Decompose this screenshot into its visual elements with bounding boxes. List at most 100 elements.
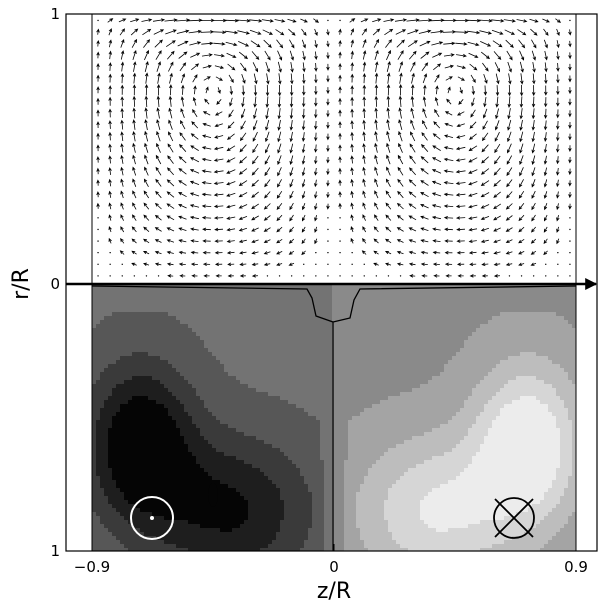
contour-cell xyxy=(208,348,213,353)
contour-cell xyxy=(540,300,545,305)
contour-cell xyxy=(100,352,105,357)
contour-cell xyxy=(184,284,189,289)
contour-cell xyxy=(332,376,337,381)
contour-cell xyxy=(348,364,353,369)
contour-cell xyxy=(532,288,537,293)
contour-cell xyxy=(276,292,281,297)
contour-cell xyxy=(476,352,481,357)
contour-cell xyxy=(540,336,545,341)
contour-cell xyxy=(352,356,357,361)
contour-cell xyxy=(500,384,505,389)
contour-cell xyxy=(540,380,545,385)
contour-cell xyxy=(404,308,409,313)
contour-cell xyxy=(348,348,353,353)
contour-cell xyxy=(144,364,149,369)
contour-cell xyxy=(276,384,281,389)
contour-cell xyxy=(472,300,477,305)
contour-cell xyxy=(548,356,553,361)
contour-cell xyxy=(548,372,553,377)
contour-cell xyxy=(204,320,209,325)
contour-cell xyxy=(152,368,157,373)
contour-cell xyxy=(180,376,185,381)
vector-arrow-141 xyxy=(350,237,354,244)
contour-cell xyxy=(132,332,137,337)
vector-arrow-625 xyxy=(398,95,403,108)
contour-cell xyxy=(540,296,545,301)
contour-cell xyxy=(572,392,576,397)
vector-arrow-916 xyxy=(529,18,539,23)
contour-cell xyxy=(512,388,517,393)
contour-cell xyxy=(376,372,381,377)
contour-cell xyxy=(548,380,553,385)
contour-cell xyxy=(224,360,229,365)
contour-cell xyxy=(96,360,101,365)
contour-cell xyxy=(344,416,349,421)
contour-cell xyxy=(372,412,377,417)
contour-cell xyxy=(176,300,181,305)
contour-cell xyxy=(456,408,461,413)
vector-arrow-538 xyxy=(314,120,318,130)
contour-cell xyxy=(300,392,305,397)
vector-dot-900 xyxy=(339,19,341,22)
contour-cell xyxy=(180,416,185,421)
vector-arrow-189 xyxy=(444,227,453,232)
contour-cell xyxy=(296,388,301,393)
contour-cell xyxy=(468,296,473,301)
contour-cell xyxy=(456,336,461,341)
contour-cell xyxy=(148,320,153,325)
vector-arrow-143 xyxy=(373,238,379,244)
contour-cell xyxy=(484,376,489,381)
contour-cell xyxy=(104,404,109,409)
contour-cell xyxy=(132,356,137,361)
vector-arrow-259 xyxy=(326,203,330,210)
contour-cell xyxy=(292,332,297,337)
vector-arrow-422 xyxy=(362,154,366,164)
contour-cell xyxy=(400,304,405,309)
vector-arrow-293 xyxy=(251,191,259,198)
contour-cell xyxy=(548,348,553,353)
contour-cell xyxy=(552,332,557,337)
contour-cell xyxy=(452,336,457,341)
contour-cell xyxy=(96,296,101,301)
contour-cell xyxy=(564,356,569,361)
contour-cell xyxy=(272,352,277,357)
contour-cell xyxy=(384,404,389,409)
contour-cell xyxy=(516,364,521,369)
contour-cell xyxy=(284,368,289,373)
contour-cell xyxy=(288,300,293,305)
contour-cell xyxy=(396,292,401,297)
contour-cell xyxy=(316,344,321,349)
contour-cell xyxy=(472,400,477,405)
contour-cell xyxy=(208,344,213,349)
contour-cell xyxy=(428,400,433,405)
contour-cell xyxy=(320,404,325,409)
contour-cell xyxy=(356,324,361,329)
contour-cell xyxy=(180,340,185,345)
contour-cell xyxy=(316,284,321,289)
contour-cell xyxy=(488,316,493,321)
contour-cell xyxy=(560,404,565,409)
contour-cell xyxy=(236,360,241,365)
contour-cell xyxy=(472,408,477,413)
vector-dot-220 xyxy=(339,217,341,219)
contour-cell xyxy=(292,316,297,321)
contour-cell xyxy=(572,332,576,337)
contour-cell xyxy=(292,324,297,329)
contour-cell xyxy=(344,308,349,313)
contour-cell xyxy=(372,284,377,289)
contour-cell xyxy=(384,396,389,401)
contour-cell xyxy=(360,296,365,301)
contour-cell xyxy=(536,368,541,373)
vector-arrow-432 xyxy=(481,156,489,164)
contour-cell xyxy=(444,304,449,309)
contour-cell xyxy=(572,344,576,349)
vector-arrow-75 xyxy=(518,262,525,266)
contour-cell xyxy=(324,304,329,309)
contour-cell xyxy=(536,408,541,413)
contour-cell xyxy=(312,408,317,413)
contour-cell xyxy=(296,380,301,385)
contour-cell xyxy=(168,396,173,401)
contour-cell xyxy=(508,364,513,369)
contour-cell xyxy=(544,288,549,293)
